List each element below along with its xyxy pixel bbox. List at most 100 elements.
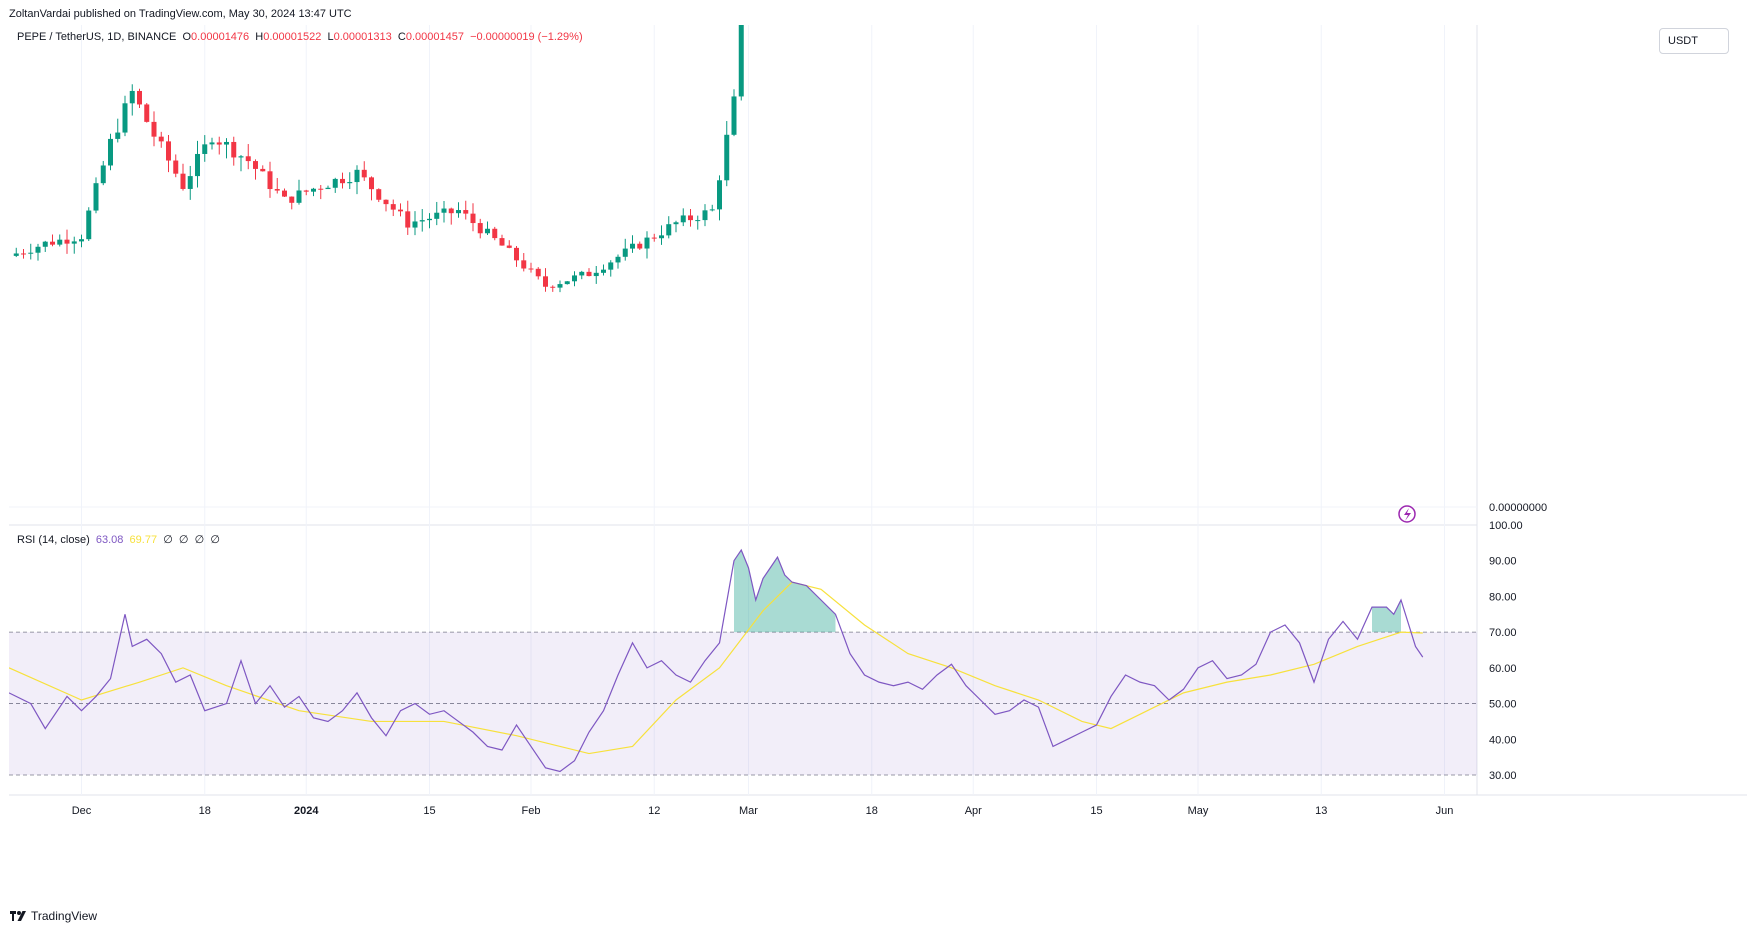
- rsi-value: 63.08: [95, 534, 124, 546]
- candle-body: [405, 211, 411, 228]
- candle-body: [187, 176, 193, 189]
- open-label: O: [182, 31, 192, 43]
- time-tick-label: 12: [648, 805, 660, 817]
- candle-body: [115, 132, 121, 139]
- candle-body: [651, 237, 657, 239]
- candle-body: [42, 241, 48, 247]
- chart-frame[interactable]: 0.000000000.000002000.000004000.00000600…: [9, 25, 1747, 902]
- open-value: 0.00001476: [191, 31, 250, 43]
- candle-body: [535, 268, 541, 277]
- time-tick-label: Mar: [739, 805, 758, 817]
- candle-body: [13, 253, 19, 256]
- candle-body: [485, 228, 490, 234]
- lightning-icon[interactable]: [1398, 505, 1416, 523]
- candle-body: [477, 223, 483, 234]
- time-tick-label: 13: [1315, 805, 1327, 817]
- candle-body: [28, 252, 34, 254]
- time-tick-label: 18: [199, 805, 211, 817]
- candle-body: [601, 269, 606, 273]
- rsi-extra-4: ∅: [210, 534, 220, 546]
- change-value: −0.00000019 (−1.29%): [470, 31, 583, 43]
- rsi-ma-line: [9, 581, 1423, 755]
- rsi-extra-2: ∅: [178, 534, 189, 546]
- candle-body: [492, 228, 498, 239]
- candle-body: [354, 169, 360, 183]
- rsi-overbought-fill: [1372, 600, 1401, 633]
- candle-body: [289, 196, 295, 203]
- candle-body: [93, 183, 99, 211]
- candle-body: [267, 171, 273, 190]
- candle-body: [470, 213, 476, 224]
- candle-body: [456, 210, 461, 214]
- rsi-tick-label: 60.00: [1489, 663, 1517, 675]
- candle-body: [731, 96, 737, 135]
- time-tick-label: 2024: [294, 805, 319, 817]
- candle-body: [702, 210, 708, 221]
- rsi-extra-1: ∅: [163, 534, 173, 546]
- candle-body: [332, 178, 338, 188]
- tradingview-logo-icon: [10, 911, 26, 921]
- high-value: 0.00001522: [263, 31, 322, 43]
- candle-body: [608, 262, 614, 270]
- candle-body: [586, 271, 592, 277]
- candle-body: [253, 161, 258, 169]
- candle-body: [173, 160, 179, 174]
- footer-brand-label: TradingView: [31, 909, 98, 923]
- candle-body: [209, 142, 215, 145]
- candle-body: [579, 271, 585, 276]
- candle-body: [376, 189, 382, 200]
- candle-body: [390, 204, 396, 210]
- candle-body: [137, 90, 142, 105]
- candle-body: [86, 210, 92, 240]
- rsi-tick-label: 30.00: [1489, 770, 1517, 782]
- candle-body: [238, 156, 244, 158]
- candle-body: [21, 253, 26, 255]
- candle-body: [564, 281, 570, 285]
- candle-body: [260, 168, 266, 172]
- candle-body: [369, 177, 374, 190]
- candle-body: [79, 239, 84, 242]
- candle-body: [528, 268, 534, 270]
- candle-body: [521, 260, 527, 269]
- time-tick-label: May: [1188, 805, 1209, 817]
- time-tick-label: 15: [423, 805, 435, 817]
- candle-body: [361, 169, 367, 178]
- candle-body: [71, 241, 77, 244]
- candle-body: [318, 188, 324, 190]
- time-tick-label: Jun: [1436, 805, 1454, 817]
- currency-button[interactable]: USDT: [1659, 28, 1729, 54]
- candle-body: [100, 165, 106, 184]
- candle-body: [151, 121, 157, 137]
- high-label: H: [255, 31, 264, 43]
- candle-body: [64, 239, 70, 244]
- candle-body: [347, 182, 353, 184]
- rsi-overbought-fill: [734, 550, 836, 633]
- candle-body: [296, 190, 302, 203]
- candle-body: [122, 103, 128, 133]
- footer-brand[interactable]: TradingView: [9, 909, 97, 923]
- candle-body: [224, 141, 229, 145]
- candle-body: [195, 153, 200, 177]
- rsi-band: [9, 632, 1477, 775]
- publisher-line: ZoltanVardai published on TradingView.co…: [9, 8, 352, 20]
- candle-body: [550, 286, 556, 288]
- candle-body: [514, 247, 519, 261]
- candle-body: [274, 189, 280, 191]
- candle-body: [434, 212, 440, 219]
- candle-body: [325, 187, 331, 190]
- candle-body: [666, 224, 672, 236]
- chart-canvas[interactable]: 0.000000000.000002000.000004000.00000600…: [9, 25, 1747, 902]
- low-value: 0.00001313: [333, 31, 392, 43]
- candle-body: [282, 190, 287, 197]
- candle-body: [419, 220, 425, 222]
- candle-body: [717, 180, 722, 210]
- candle-body: [383, 199, 389, 205]
- candle-body: [50, 241, 55, 245]
- candle-body: [724, 134, 730, 181]
- time-tick-label: Apr: [965, 805, 982, 817]
- candle-body: [398, 209, 403, 212]
- candle-body: [506, 245, 512, 248]
- symbol-name: PEPE / TetherUS, 1D, BINANCE: [17, 31, 177, 43]
- candle-body: [202, 144, 208, 154]
- candle-body: [622, 248, 628, 257]
